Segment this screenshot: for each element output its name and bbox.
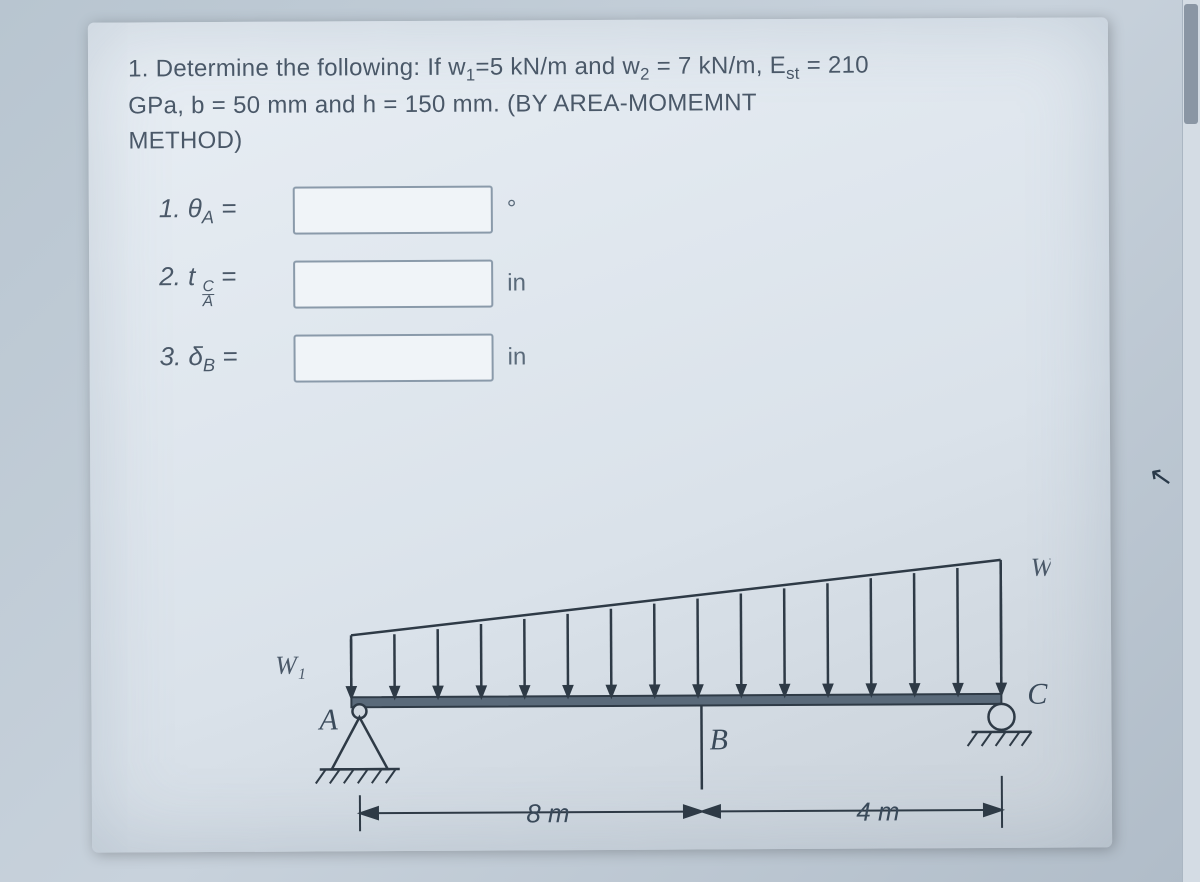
label-w1: W₁	[275, 651, 306, 680]
answer-eq-3: =	[222, 341, 237, 371]
problem-text-4: = 210	[800, 52, 869, 79]
subscript-1: 1	[466, 65, 476, 84]
load-top-line	[351, 560, 1001, 635]
label-b: B	[710, 723, 729, 756]
answer-label-3: 3. δB =	[160, 341, 280, 377]
answer-unit-3: in	[508, 343, 527, 371]
label-a: A	[317, 703, 338, 736]
problem-text-2: =5 kN/m and w	[475, 53, 640, 81]
answer-sym-2: t	[188, 261, 195, 291]
answer-num-2: 2.	[159, 261, 181, 291]
answer-input-1[interactable]	[293, 185, 493, 234]
answer-subtop-2: C	[203, 280, 214, 294]
label-c: C	[1027, 678, 1048, 711]
problem-line2: GPa, b = 50 mm and h = 150 mm. (BY AREA-…	[128, 89, 757, 119]
answer-input-2[interactable]	[293, 259, 493, 308]
answer-label-1: 1. θA =	[159, 193, 279, 229]
beam-diagram: A B C W₁ W₂ 8 m 4 m	[230, 498, 1052, 852]
problem-statement: 1. Determine the following: If w1=5 kN/m…	[128, 48, 1069, 160]
dim-right-text: 4 m	[856, 796, 900, 826]
problem-text-1: 1. Determine the following: If w	[128, 54, 466, 83]
answer-eq-1: =	[221, 193, 236, 223]
answer-num-3: 3.	[160, 342, 182, 372]
subscript-st: st	[786, 64, 800, 83]
dimension-right	[702, 776, 1002, 830]
answer-row-2: 2. t C A = in	[159, 256, 1069, 309]
answer-label-2: 2. t C A =	[159, 260, 279, 309]
problem-line3: METHOD)	[128, 127, 242, 155]
worksheet-paper: 1. Determine the following: If w1=5 kN/m…	[88, 17, 1112, 852]
roller-support-c	[967, 704, 1031, 746]
answer-input-3[interactable]	[293, 334, 493, 383]
answer-sym-1: θ	[188, 193, 202, 223]
answer-num-1: 1.	[159, 193, 181, 223]
dim-left-text: 8 m	[526, 798, 570, 828]
answer-row-3: 3. δB = in	[159, 331, 1069, 384]
answer-sym-3: δ	[188, 342, 203, 372]
answer-unit-1: °	[507, 195, 517, 223]
beam-rect	[351, 694, 1001, 707]
problem-text-3: = 7 kN/m, E	[650, 52, 786, 80]
answer-eq-2: =	[221, 261, 236, 291]
scrollbar-thumb[interactable]	[1184, 4, 1198, 124]
mouse-cursor-icon: ↖	[1146, 458, 1175, 495]
answer-sub-1: A	[202, 207, 214, 227]
label-w2: W₂	[1031, 553, 1053, 582]
answer-unit-2: in	[507, 269, 526, 297]
answer-subbot-2: A	[203, 294, 214, 309]
scrollbar-track[interactable]	[1182, 0, 1200, 882]
subscript-2: 2	[640, 65, 650, 84]
load-arrows	[347, 563, 1006, 697]
answer-row-1: 1. θA = °	[159, 182, 1069, 235]
answer-sub-3: B	[203, 356, 215, 376]
